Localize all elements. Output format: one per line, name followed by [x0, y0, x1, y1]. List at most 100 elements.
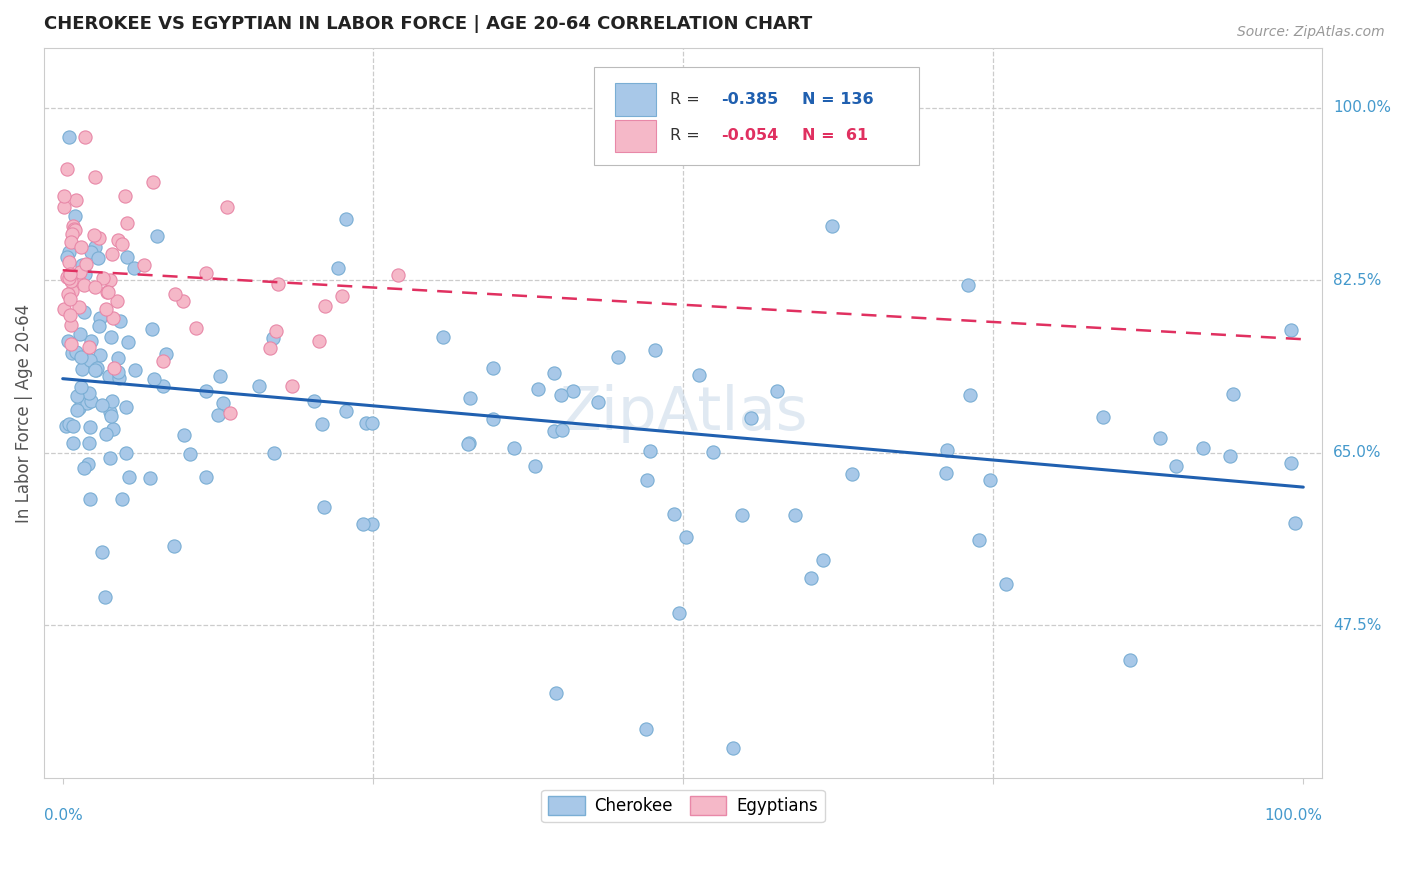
- Point: [194, 384, 217, 398]
- Point: [97, 285, 120, 299]
- Point: [100, 409, 122, 423]
- FancyBboxPatch shape: [616, 120, 657, 153]
- Point: [152, 378, 174, 392]
- Point: [1284, 516, 1306, 530]
- Text: 65.0%: 65.0%: [1333, 445, 1382, 460]
- Point: [56, 162, 79, 177]
- Point: [58, 130, 80, 145]
- Point: [91, 271, 114, 285]
- Point: [65, 209, 87, 223]
- Point: [70, 258, 93, 272]
- Text: R =: R =: [671, 92, 704, 107]
- Point: [212, 396, 235, 410]
- Point: [58, 255, 80, 269]
- Point: [115, 250, 138, 264]
- Point: [59, 274, 82, 288]
- Point: [60, 318, 83, 333]
- Point: [675, 530, 697, 544]
- Point: [111, 237, 134, 252]
- Point: [79, 420, 101, 434]
- Point: [811, 553, 834, 567]
- Point: [267, 277, 290, 291]
- Point: [702, 445, 724, 459]
- Point: [524, 459, 547, 474]
- Point: [1219, 450, 1241, 464]
- Point: [145, 228, 167, 243]
- Point: [967, 533, 990, 548]
- Point: [172, 294, 194, 309]
- FancyBboxPatch shape: [616, 83, 657, 116]
- Point: [101, 393, 124, 408]
- Point: [688, 368, 710, 383]
- Point: [1222, 387, 1244, 401]
- Point: [86, 362, 108, 376]
- Point: [75, 257, 97, 271]
- Point: [457, 435, 479, 450]
- Point: [107, 365, 129, 379]
- Point: [52, 301, 75, 316]
- Point: [97, 369, 120, 384]
- Point: [62, 219, 84, 234]
- Point: [98, 273, 121, 287]
- Point: [72, 305, 94, 319]
- Point: [184, 321, 207, 335]
- Point: [387, 268, 409, 282]
- Point: [89, 311, 111, 326]
- Point: [79, 436, 101, 450]
- Point: [90, 398, 112, 412]
- Point: [59, 292, 82, 306]
- Point: [543, 366, 565, 380]
- Point: [527, 382, 550, 396]
- Point: [56, 334, 79, 348]
- Point: [87, 252, 110, 266]
- Point: [207, 409, 229, 423]
- Point: [96, 285, 118, 299]
- Point: [62, 436, 84, 450]
- Point: [84, 363, 107, 377]
- Point: [353, 516, 375, 531]
- Point: [105, 293, 128, 308]
- Point: [96, 426, 118, 441]
- Point: [1149, 431, 1171, 445]
- Point: [58, 417, 80, 431]
- Point: [70, 362, 93, 376]
- Text: 47.5%: 47.5%: [1333, 617, 1381, 632]
- Point: [263, 446, 285, 460]
- Point: [65, 193, 87, 207]
- Point: [56, 286, 79, 301]
- Point: [936, 443, 959, 458]
- Point: [103, 361, 125, 376]
- Point: [66, 272, 89, 286]
- Point: [326, 260, 349, 275]
- Point: [314, 299, 336, 313]
- Point: [195, 267, 218, 281]
- Point: [73, 268, 96, 282]
- Point: [124, 260, 146, 275]
- Point: [152, 354, 174, 368]
- Point: [217, 200, 239, 214]
- Point: [62, 227, 84, 241]
- Point: [59, 267, 82, 281]
- Text: N = 136: N = 136: [801, 92, 873, 107]
- Point: [314, 500, 336, 514]
- Point: [841, 467, 863, 482]
- Text: CHEROKEE VS EGYPTIAN IN LABOR FORCE | AGE 20-64 CORRELATION CHART: CHEROKEE VS EGYPTIAN IN LABOR FORCE | AG…: [44, 15, 813, 33]
- Point: [502, 441, 524, 455]
- Point: [107, 351, 129, 365]
- Point: [155, 347, 177, 361]
- Point: [302, 394, 325, 409]
- Point: [56, 270, 79, 285]
- Point: [308, 334, 330, 348]
- Point: [262, 331, 284, 345]
- Point: [87, 319, 110, 334]
- Point: [1118, 652, 1140, 666]
- Text: 100.0%: 100.0%: [1333, 100, 1391, 115]
- Point: [76, 396, 98, 410]
- Point: [644, 343, 666, 358]
- Text: -0.385: -0.385: [721, 92, 779, 107]
- Point: [79, 492, 101, 507]
- Point: [79, 386, 101, 401]
- Point: [194, 469, 217, 483]
- Point: [100, 329, 122, 343]
- Point: [101, 422, 124, 436]
